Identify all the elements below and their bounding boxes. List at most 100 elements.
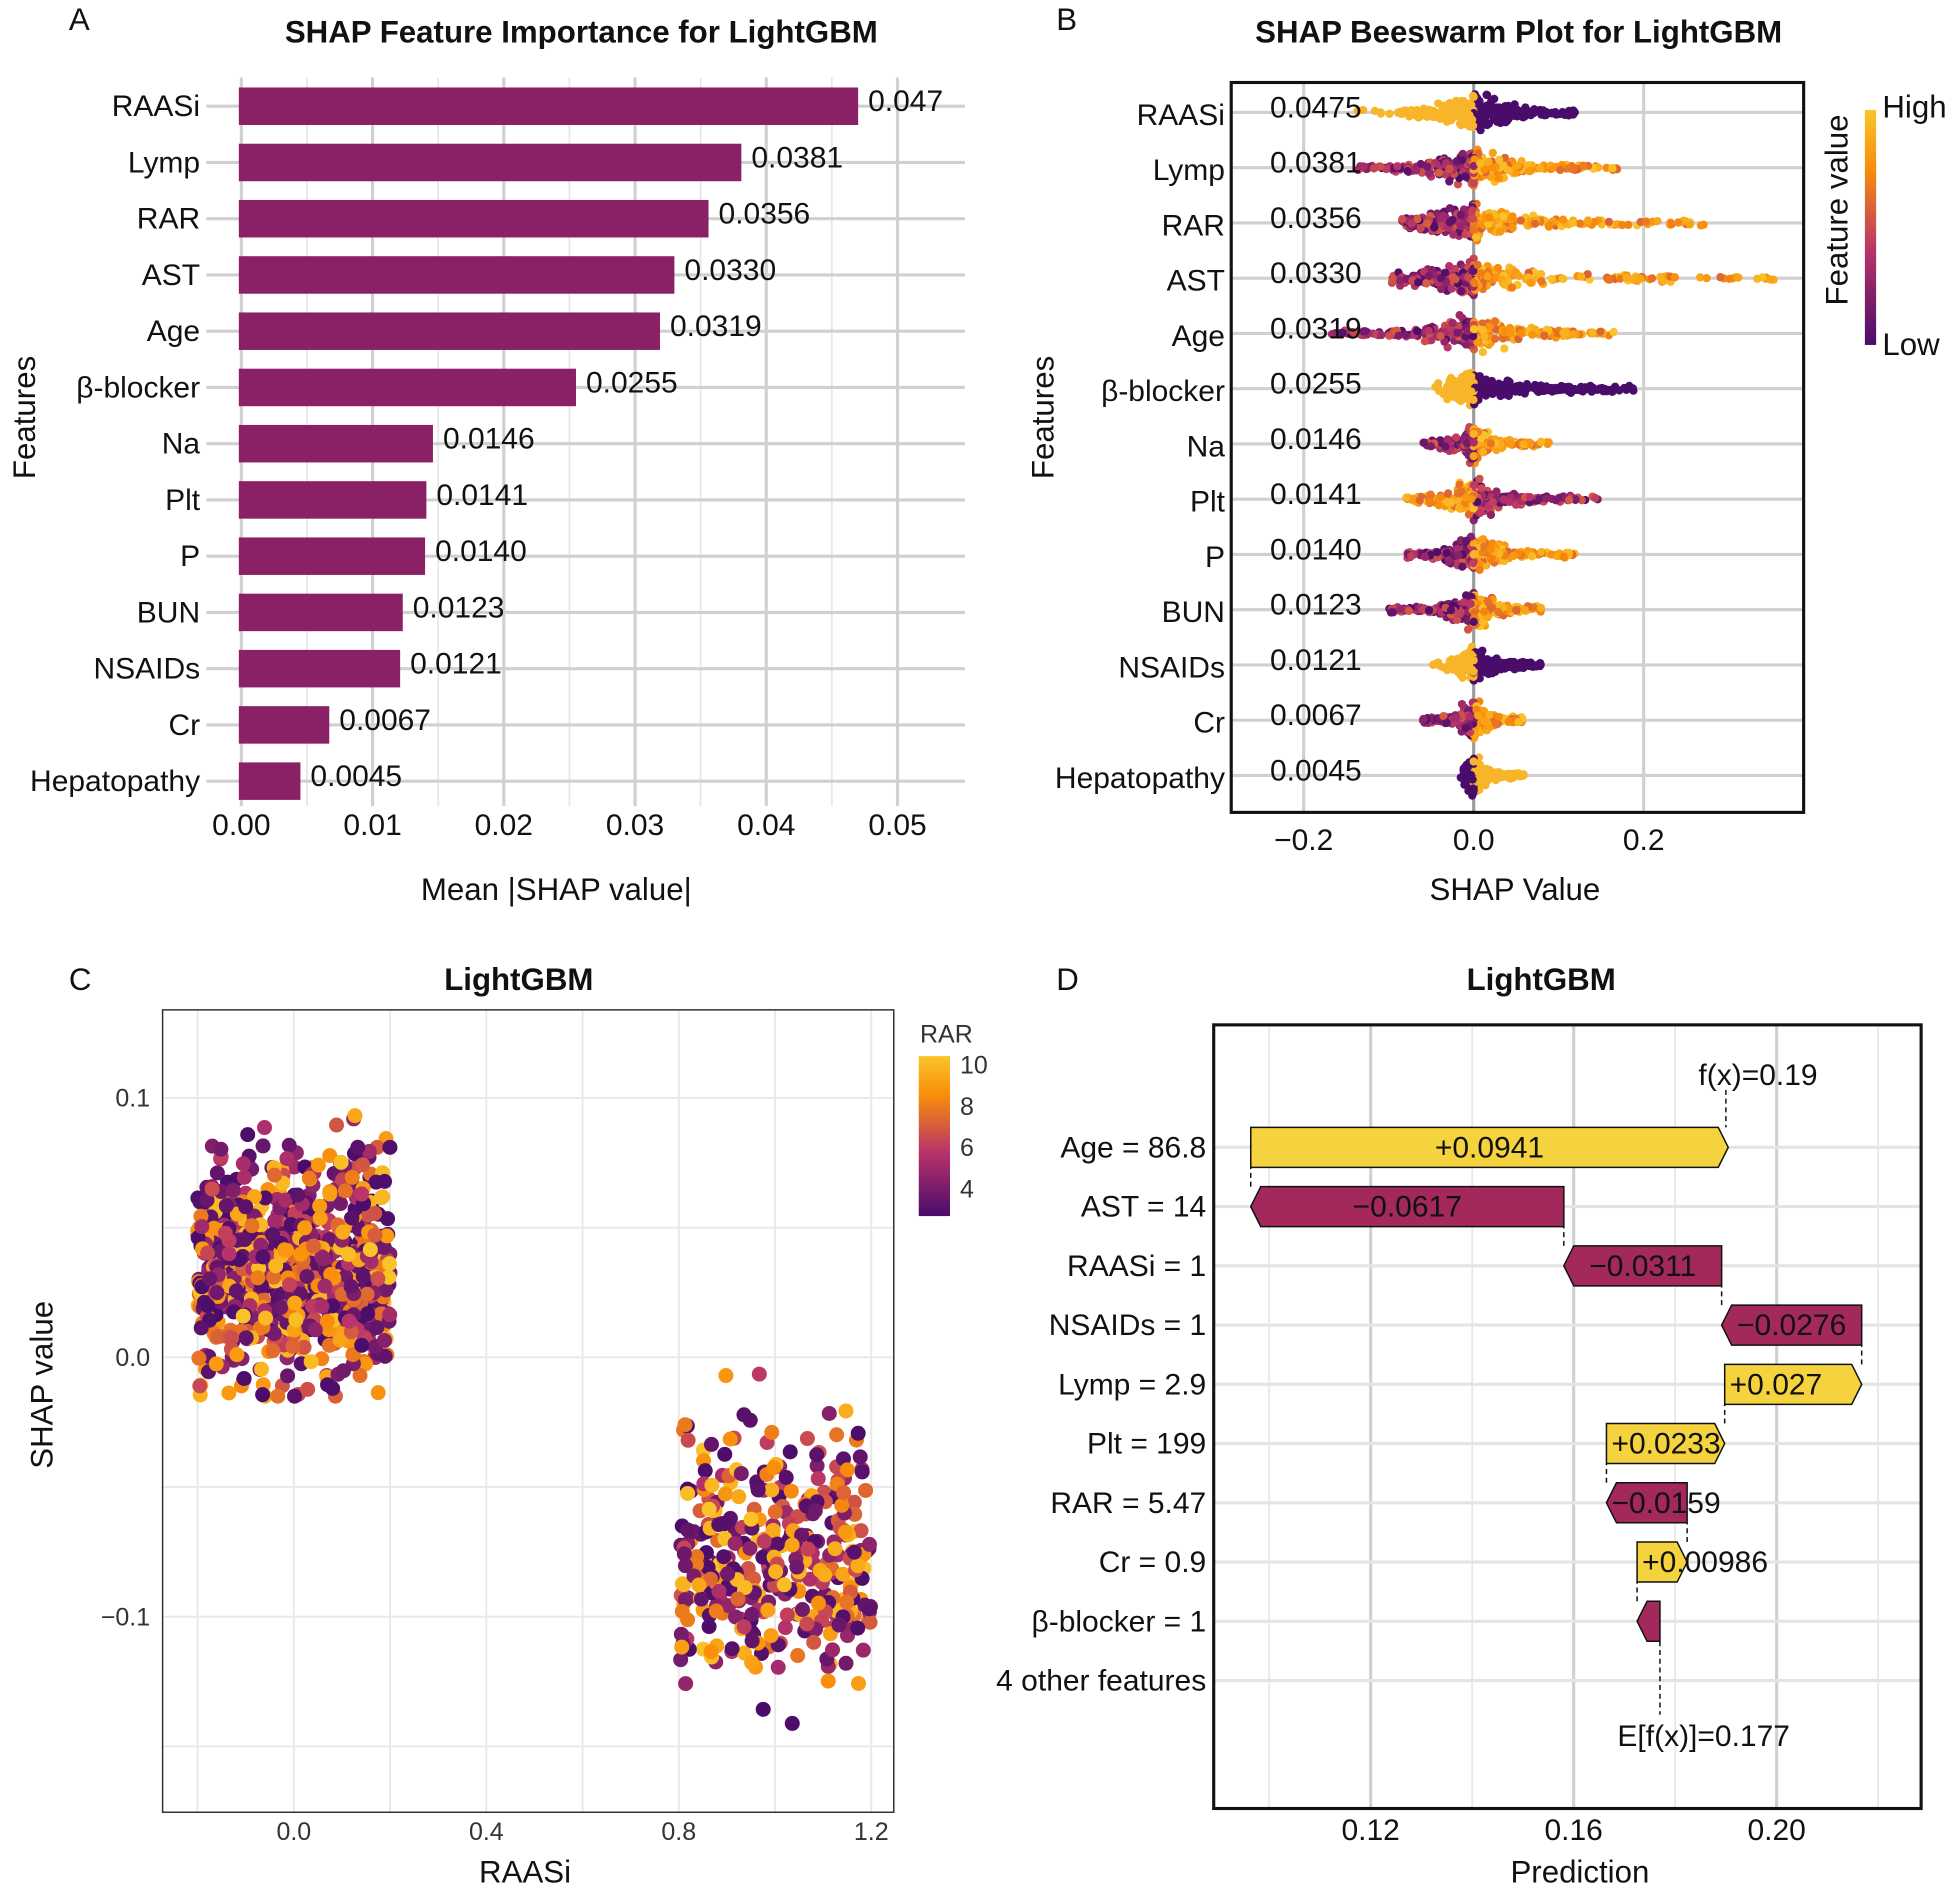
- beeswarm-point: [1443, 104, 1453, 114]
- beeswarm-point: [1588, 328, 1597, 337]
- beeswarm-point: [1457, 383, 1466, 392]
- beeswarm-point: [1520, 389, 1529, 398]
- beeswarm-point: [1407, 551, 1416, 561]
- beeswarm-point: [1537, 547, 1546, 557]
- beeswarm-point: [1469, 325, 1479, 334]
- beeswarm-point: [1448, 113, 1457, 123]
- beeswarm-point: [1520, 605, 1529, 615]
- beeswarm-point: [1602, 163, 1611, 172]
- beeswarm-point: [1473, 711, 1483, 720]
- beeswarm-point: [1452, 433, 1461, 442]
- beeswarm-point: [1435, 168, 1444, 178]
- beeswarm-point: [1426, 442, 1436, 451]
- beeswarm-point: [1628, 384, 1637, 393]
- mean-shap-label: 0.0140: [1270, 533, 1362, 566]
- beeswarm-point: [1403, 166, 1412, 176]
- mean-shap-label: 0.0121: [1270, 644, 1362, 677]
- beeswarm-point: [1541, 494, 1551, 503]
- y-tick-label: AST: [142, 259, 200, 292]
- data-label: 0.047: [868, 85, 943, 118]
- beeswarm-point: [1495, 227, 1504, 236]
- beeswarm-point: [1453, 328, 1462, 337]
- panel-letter-c: C: [69, 962, 92, 997]
- beeswarm-point: [1414, 278, 1423, 287]
- beeswarm-point: [1483, 382, 1492, 391]
- beeswarm-point: [1475, 565, 1484, 574]
- feature-value-colorbar: [1864, 109, 1877, 345]
- beeswarm-point: [1609, 327, 1618, 337]
- mean-shap-label: 0.0141: [1270, 478, 1362, 511]
- beeswarm-point: [1612, 385, 1621, 394]
- beeswarm-point: [1495, 664, 1504, 673]
- beeswarm-point: [1477, 269, 1486, 278]
- beeswarm-point: [1532, 661, 1541, 670]
- y-tick-label: Cr: [1193, 707, 1225, 740]
- y-tick-label: NSAIDs: [1118, 651, 1225, 684]
- x-tick-label: 0.01: [343, 809, 401, 842]
- data-label: 0.0381: [751, 141, 843, 174]
- y-tick-label: RAR: [1162, 209, 1225, 242]
- beeswarm-point: [1674, 218, 1683, 227]
- beeswarm-point: [1463, 625, 1473, 634]
- beeswarm-point: [1442, 718, 1451, 728]
- beeswarm-point: [1725, 274, 1734, 283]
- colorbar-low-label: Low: [1882, 327, 1940, 362]
- beeswarm-point: [1416, 159, 1425, 169]
- beeswarm-point: [1512, 606, 1521, 615]
- x-tick-label: 0.05: [868, 809, 926, 842]
- beeswarm-point: [1413, 326, 1422, 336]
- beeswarm-point: [1461, 172, 1470, 181]
- y-tick-label: Lymp: [128, 146, 200, 179]
- beeswarm-point: [1545, 385, 1554, 395]
- bar: [238, 424, 433, 463]
- beeswarm-point: [1734, 273, 1743, 282]
- beeswarm-point: [1456, 222, 1465, 231]
- data-label: 0.0123: [413, 591, 505, 624]
- beeswarm-point: [1564, 495, 1574, 505]
- beeswarm-point: [1443, 435, 1452, 444]
- beeswarm-point: [1424, 169, 1434, 178]
- beeswarm-point: [1441, 268, 1450, 277]
- beeswarm-point: [1422, 279, 1431, 288]
- beeswarm-point: [1432, 548, 1442, 557]
- panel-a-y-label: Features: [7, 356, 42, 479]
- beeswarm-point: [1441, 442, 1450, 451]
- beeswarm-point: [1430, 223, 1439, 232]
- beeswarm-point: [1393, 162, 1402, 171]
- y-tick-label: β-blocker: [76, 371, 200, 404]
- beeswarm-point: [1476, 159, 1485, 168]
- beeswarm-point: [1624, 220, 1633, 230]
- x-tick-label: 0.00: [212, 809, 270, 842]
- data-label: 0.0141: [436, 479, 528, 512]
- beeswarm-point: [1498, 212, 1508, 221]
- beeswarm-point: [1514, 717, 1523, 727]
- beeswarm-point: [1465, 712, 1475, 721]
- beeswarm-point: [1462, 536, 1471, 545]
- beeswarm-point: [1622, 273, 1631, 282]
- beeswarm-point: [1475, 372, 1484, 381]
- data-label: 0.0121: [410, 648, 502, 681]
- beeswarm-point: [1583, 216, 1593, 225]
- beeswarm-point: [1423, 162, 1432, 171]
- data-label: 0.0146: [443, 423, 535, 456]
- beeswarm-point: [1419, 109, 1429, 118]
- beeswarm-point: [1359, 162, 1368, 171]
- beeswarm-point: [1569, 330, 1578, 339]
- beeswarm-point: [1469, 550, 1478, 559]
- beeswarm-point: [1503, 165, 1513, 175]
- beeswarm-point: [1489, 387, 1498, 397]
- y-tick-label: BUN: [1162, 596, 1225, 629]
- beeswarm-point: [1526, 438, 1535, 448]
- panel-letter-d: D: [1056, 962, 1079, 997]
- beeswarm-point: [1467, 387, 1476, 396]
- beeswarm-point: [1401, 330, 1410, 340]
- beeswarm-point: [1527, 552, 1537, 561]
- beeswarm-point: [1445, 164, 1454, 174]
- data-label: 0.0140: [435, 535, 527, 568]
- beeswarm-point: [1420, 552, 1429, 561]
- beeswarm-point: [1434, 99, 1443, 108]
- beeswarm-point: [1485, 710, 1494, 719]
- panel-b-y-label: Features: [1026, 356, 1061, 479]
- beeswarm-point: [1490, 317, 1500, 326]
- panel-a-importance-chart: SHAP Feature Importance for LightGBM Mea…: [7, 14, 966, 907]
